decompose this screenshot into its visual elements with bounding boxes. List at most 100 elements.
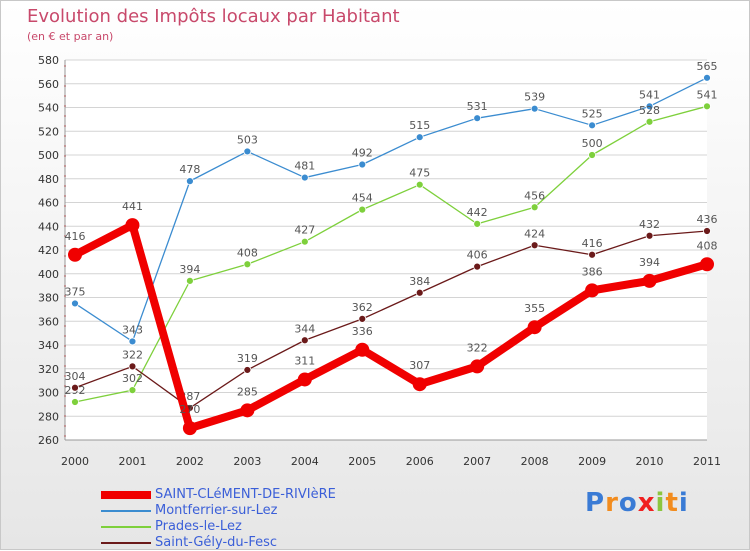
data-point-prades-le-lez xyxy=(71,398,79,406)
data-point-saint-cl-ment-de-rivi-re xyxy=(297,372,312,387)
legend-swatch xyxy=(101,526,151,528)
x-tick-label-2008: 2008 xyxy=(521,455,549,468)
data-label-saint-cl-ment-de-rivi-re: 322 xyxy=(467,341,488,354)
data-point-saint-cl-ment-de-rivi-re xyxy=(700,257,714,272)
y-tick-label-340: 340 xyxy=(38,339,59,352)
data-point-montferrier-sur-lez xyxy=(243,147,252,156)
data-point-saint-g-ly-du-fesc xyxy=(415,288,424,297)
data-point-saint-cl-ment-de-rivi-re xyxy=(527,320,542,335)
data-point-saint-cl-ment-de-rivi-re xyxy=(68,247,82,262)
data-label-saint-g-ly-du-fesc: 432 xyxy=(639,218,660,231)
series-line-saint-cl-ment-de-rivi-re xyxy=(71,221,711,433)
data-label-saint-g-ly-du-fesc: 362 xyxy=(352,301,373,314)
proxiti-logo: Proxiti xyxy=(585,488,689,518)
data-label-saint-g-ly-du-fesc: 436 xyxy=(697,213,718,226)
data-point-prades-le-lez xyxy=(186,276,194,285)
y-tick-label-560: 560 xyxy=(38,78,59,91)
data-label-saint-cl-ment-de-rivi-re: 355 xyxy=(524,302,545,315)
x-tick-label-2003: 2003 xyxy=(233,455,261,468)
data-label-montferrier-sur-lez: 492 xyxy=(352,147,373,160)
data-label-saint-g-ly-du-fesc: 416 xyxy=(582,237,603,250)
series-prades-le-lez: 292302394408427454475442456500528541 xyxy=(65,88,718,406)
data-label-saint-cl-ment-de-rivi-re: 394 xyxy=(639,256,660,269)
logo-letter: i xyxy=(678,488,689,518)
legend-swatch xyxy=(101,510,151,512)
data-point-prades-le-lez xyxy=(473,219,482,228)
data-point-montferrier-sur-lez xyxy=(530,104,539,113)
data-label-prades-le-lez: 427 xyxy=(294,224,315,237)
data-label-saint-g-ly-du-fesc: 322 xyxy=(122,348,143,361)
series-line-prades-le-lez xyxy=(74,105,708,403)
data-label-montferrier-sur-lez: 565 xyxy=(697,60,718,73)
data-point-prades-le-lez xyxy=(530,203,539,212)
data-point-montferrier-sur-lez xyxy=(703,73,711,82)
logo-letter: x xyxy=(637,488,656,518)
data-point-prades-le-lez xyxy=(300,237,309,246)
data-point-saint-g-ly-du-fesc xyxy=(128,362,137,371)
data-label-prades-le-lez: 528 xyxy=(639,104,660,117)
data-label-montferrier-sur-lez: 541 xyxy=(639,88,660,101)
data-label-prades-le-lez: 541 xyxy=(697,88,718,101)
data-label-montferrier-sur-lez: 503 xyxy=(237,133,258,146)
x-tick-label-2011: 2011 xyxy=(693,455,721,468)
x-tick-label-2006: 2006 xyxy=(406,455,434,468)
y-tick-label-400: 400 xyxy=(38,268,59,281)
data-point-saint-g-ly-du-fesc xyxy=(473,262,482,271)
data-label-saint-g-ly-du-fesc: 344 xyxy=(294,322,315,335)
data-label-prades-le-lez: 500 xyxy=(582,137,603,150)
data-label-montferrier-sur-lez: 343 xyxy=(122,323,143,336)
data-point-saint-g-ly-du-fesc xyxy=(243,366,252,374)
y-tick-label-540: 540 xyxy=(38,102,59,115)
data-point-saint-cl-ment-de-rivi-re xyxy=(125,218,140,233)
data-point-saint-g-ly-du-fesc xyxy=(588,250,596,259)
data-point-montferrier-sur-lez xyxy=(358,160,367,169)
data-label-saint-g-ly-du-fesc: 319 xyxy=(237,352,258,365)
logo-letter: i xyxy=(655,488,666,518)
data-label-prades-le-lez: 408 xyxy=(237,246,258,259)
x-tick-label-2005: 2005 xyxy=(348,455,376,468)
data-point-saint-g-ly-du-fesc xyxy=(300,336,309,345)
data-point-montferrier-sur-lez xyxy=(645,102,654,111)
x-tick-label-2007: 2007 xyxy=(463,455,491,468)
data-point-montferrier-sur-lez xyxy=(300,173,309,182)
data-point-saint-cl-ment-de-rivi-re xyxy=(240,403,255,418)
y-tick-label-420: 420 xyxy=(38,244,59,257)
data-label-prades-le-lez: 442 xyxy=(467,206,488,219)
logo-letter: o xyxy=(618,488,638,518)
data-label-saint-cl-ment-de-rivi-re: 336 xyxy=(352,325,373,338)
y-tick-label-500: 500 xyxy=(38,149,59,162)
legend-swatch xyxy=(101,491,151,499)
data-point-saint-g-ly-du-fesc xyxy=(645,231,654,240)
data-label-montferrier-sur-lez: 375 xyxy=(65,285,86,298)
data-point-saint-cl-ment-de-rivi-re xyxy=(470,359,485,374)
x-tick-label-2009: 2009 xyxy=(578,455,606,468)
data-point-saint-cl-ment-de-rivi-re xyxy=(585,283,600,298)
x-tick-label-2002: 2002 xyxy=(176,455,204,468)
legend-swatch xyxy=(101,542,151,544)
series-line-montferrier-sur-lez xyxy=(74,77,708,343)
data-label-saint-cl-ment-de-rivi-re: 441 xyxy=(122,200,143,213)
data-label-prades-le-lez: 456 xyxy=(524,189,545,202)
y-tick-label-440: 440 xyxy=(38,220,59,233)
data-point-prades-le-lez xyxy=(128,386,137,395)
data-label-saint-cl-ment-de-rivi-re: 311 xyxy=(294,354,315,367)
data-label-montferrier-sur-lez: 515 xyxy=(409,119,430,132)
legend-label: Prades-le-Lez xyxy=(155,519,242,534)
y-tick-label-380: 380 xyxy=(38,292,59,305)
legend-label: SAINT-CLéMENT-DE-RIVIèRE xyxy=(155,487,336,502)
data-point-montferrier-sur-lez xyxy=(415,133,424,142)
y-tick-label-360: 360 xyxy=(38,315,59,328)
logo-letter: r xyxy=(605,488,619,518)
y-tick-label-280: 280 xyxy=(38,410,59,423)
x-tick-label-2010: 2010 xyxy=(636,455,664,468)
data-point-saint-cl-ment-de-rivi-re xyxy=(182,421,197,436)
data-label-saint-cl-ment-de-rivi-re: 408 xyxy=(697,239,718,252)
legend-label: Montferrier-sur-Lez xyxy=(155,503,278,518)
data-point-montferrier-sur-lez xyxy=(186,177,194,186)
y-tick-label-480: 480 xyxy=(38,173,59,186)
data-label-saint-cl-ment-de-rivi-re: 285 xyxy=(237,385,258,398)
data-point-prades-le-lez xyxy=(703,102,711,111)
y-tick-label-300: 300 xyxy=(38,387,59,400)
y-tick-label-520: 520 xyxy=(38,125,59,138)
